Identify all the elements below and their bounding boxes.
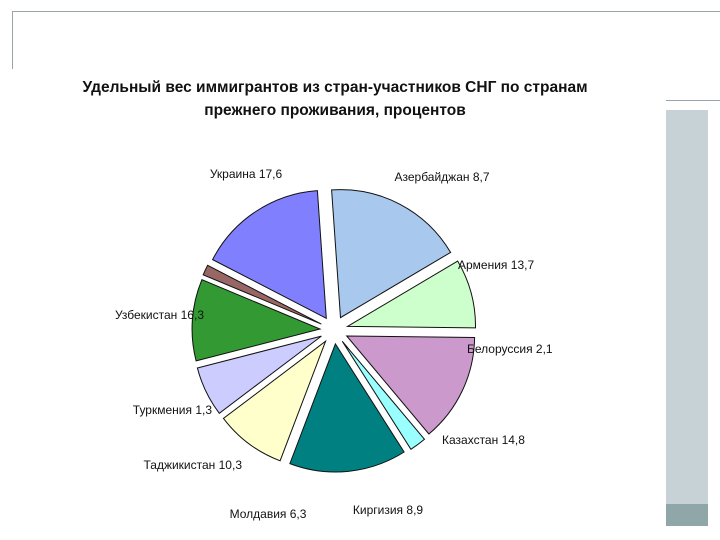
pie-slice-1 <box>331 189 452 319</box>
slice-label-6: Киргизия 8,9 <box>353 503 423 517</box>
slice-label-10: Узбекистан 16,3 <box>115 308 204 322</box>
pie-slice-10 <box>211 190 327 320</box>
side-band <box>666 110 708 504</box>
side-band-bottom <box>666 504 708 526</box>
slice-label-7: Молдавия 6,3 <box>230 507 307 521</box>
chart-title-line-2: прежнего проживания, процентов <box>204 102 466 119</box>
pie-slice-8 <box>191 279 322 362</box>
pie-slice-3 <box>345 335 476 435</box>
pie-slice-7 <box>196 335 322 415</box>
slide-frame-left <box>12 11 13 69</box>
pie-slice-5 <box>289 342 405 473</box>
slice-label-3: Армения 13,7 <box>458 258 534 272</box>
side-rule <box>666 100 720 101</box>
pie-slice-4 <box>341 340 426 450</box>
slice-label-4: Белоруссия 2,1 <box>467 342 553 356</box>
slide-frame-top <box>12 11 720 12</box>
slice-label-2: Азербайджан 8,7 <box>394 170 489 184</box>
slice-label-8: Таджикистан 10,3 <box>143 458 242 472</box>
pie-slice-6 <box>222 339 327 462</box>
slice-label-1: Украина 17,6 <box>210 167 283 181</box>
pie-slice-9 <box>202 264 322 325</box>
chart-title: Удельный вес иммигрантов из стран-участн… <box>60 76 610 122</box>
chart-title-line-1: Удельный вес иммигрантов из стран-участн… <box>82 79 588 96</box>
pie-slice-2 <box>345 260 477 329</box>
slice-label-5: Казахстан 14,8 <box>442 433 525 447</box>
slice-label-9: Туркмения 1,3 <box>133 403 213 417</box>
